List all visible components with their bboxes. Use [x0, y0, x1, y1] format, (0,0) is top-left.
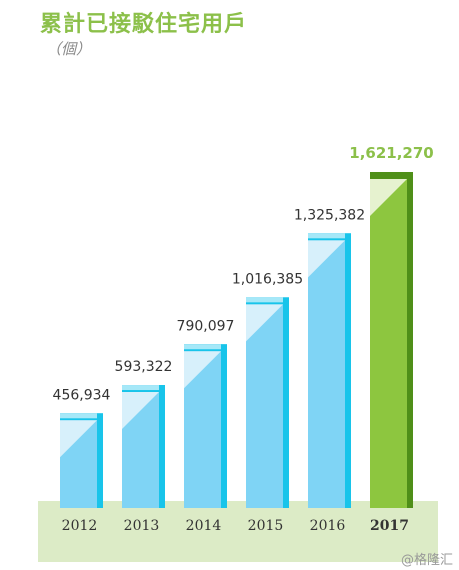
x-tick-2016: 2016	[310, 518, 346, 534]
bar-gloss	[122, 392, 159, 430]
x-tick-2015: 2015	[248, 518, 284, 534]
value-label-2012: 456,934	[53, 387, 111, 403]
bar-2016	[308, 233, 351, 508]
x-tick-2017: 2017	[370, 518, 409, 534]
watermark: @格隆汇	[400, 553, 453, 568]
bar-cap-face	[60, 413, 97, 419]
bar-cap-face	[308, 233, 345, 239]
bar-2015	[246, 297, 289, 508]
bar-gloss	[308, 240, 345, 278]
bar-cap-face	[184, 344, 221, 350]
bar-side	[221, 344, 227, 508]
bar-side	[159, 385, 165, 508]
bar-gloss	[370, 179, 407, 216]
bars-group	[60, 172, 413, 508]
unit-label: （個）	[46, 40, 92, 58]
value-label-2017: 1,621,270	[349, 144, 433, 162]
bar-gloss	[184, 351, 221, 389]
bar-side	[407, 172, 413, 508]
value-label-2014: 790,097	[177, 318, 235, 334]
value-label-2016: 1,325,382	[294, 207, 365, 223]
x-tick-labels-group: 2012 2013 2014 2015 2016 2017	[62, 518, 409, 534]
bar-2013	[122, 385, 165, 508]
bar-2012	[60, 413, 103, 508]
bar-cap-face	[246, 297, 283, 303]
baseline-band	[38, 501, 438, 562]
bar-gloss	[60, 420, 97, 458]
bar-cap-face	[370, 172, 407, 177]
bar-side	[345, 233, 351, 508]
x-tick-2013: 2013	[124, 518, 160, 534]
bar-front	[308, 233, 345, 508]
bar-side	[97, 413, 103, 508]
bar-side	[283, 297, 289, 508]
bar-2014	[184, 344, 227, 508]
x-tick-2014: 2014	[186, 518, 222, 534]
bar-gloss	[246, 304, 283, 342]
x-tick-2012: 2012	[62, 518, 98, 534]
bar-cap-face	[122, 385, 159, 391]
chart-title: 累計已接駁住宅用戶	[40, 12, 248, 37]
value-label-2013: 593,322	[115, 359, 173, 375]
value-label-2015: 1,016,385	[232, 271, 303, 287]
bar-front	[370, 172, 407, 508]
bar-2017	[370, 172, 413, 508]
